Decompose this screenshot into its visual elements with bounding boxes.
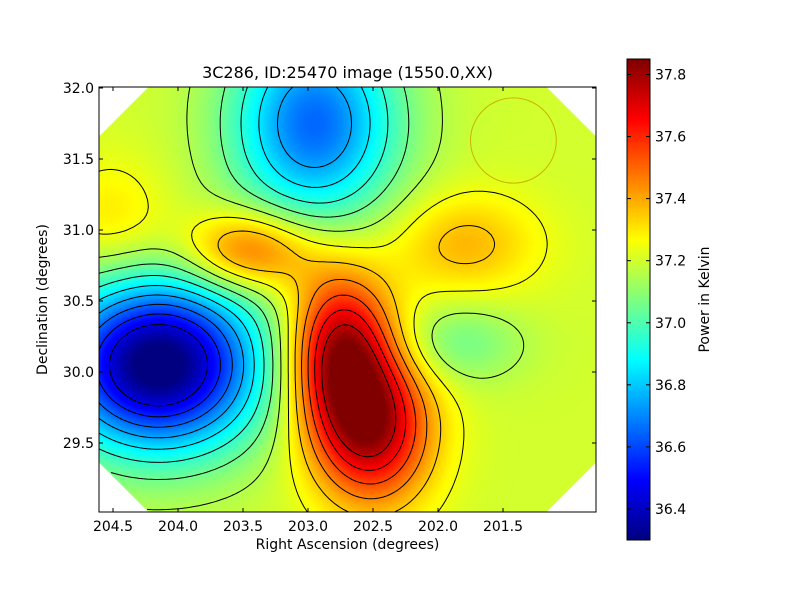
y-tick-label: 29.5: [63, 436, 94, 452]
colorbar-tick-label: 37.2: [655, 254, 686, 270]
x-tick-label: 202.5: [353, 519, 393, 535]
x-tick-label: 204.0: [158, 519, 198, 535]
contour-level-11: [307, 294, 417, 485]
colorbar-ticks: 36.4 36.6 36.8 37.0 37.2 37.4 37.6 37.8: [627, 68, 686, 518]
colorbar-tick-label: 37.4: [655, 192, 686, 208]
y-tick-label: 31.5: [63, 152, 94, 168]
x-axis: 204.5 204.0 203.5 203.0 202.5 202.0 201.5: [93, 87, 523, 535]
x-tick-label: 202.0: [418, 519, 458, 535]
colorbar: 36.4 36.6 36.8 37.0 37.2 37.4 37.6 37.8 Power i…: [626, 58, 713, 541]
y-axis-label: Declination (degrees): [35, 224, 51, 375]
colorbar-tick-label: 36.6: [655, 440, 686, 456]
contour-level-7: [99, 87, 525, 511]
y-tick-label: 30.5: [63, 294, 94, 310]
colorbar-tick-label: 36.8: [655, 378, 686, 394]
y-tick-label: 32.0: [63, 81, 94, 97]
colorbar-tick-label: 36.4: [655, 502, 686, 518]
contour-level-0: [109, 324, 208, 407]
contour-level-13: [321, 324, 397, 458]
chart-title: 3C286, ID:25470 image (1550.0,XX): [202, 63, 493, 82]
x-axis-label: Right Ascension (degrees): [256, 537, 440, 553]
beam-circle: [470, 97, 557, 184]
colorbar-tick-label: 37.6: [655, 130, 686, 146]
contour-level-8: [99, 168, 548, 512]
x-tick-label: 203.5: [223, 519, 263, 535]
y-axis: 29.5 30.0 30.5 31.0 31.5 32.0: [63, 81, 596, 452]
contour-level-2: [99, 303, 233, 428]
contour-lines: [99, 87, 548, 512]
contour-level-10: [301, 279, 428, 500]
colorbar-tick-label: 37.0: [655, 316, 686, 332]
contour-level-6: [99, 87, 410, 480]
contour-level-3: [99, 87, 352, 439]
contour-level-12: [314, 309, 407, 471]
y-tick-label: 30.0: [63, 365, 94, 381]
x-tick-label: 204.5: [93, 519, 133, 535]
contour-level-1: [99, 313, 221, 418]
contour-level-9: [217, 225, 496, 512]
beam-marker: [470, 97, 557, 184]
colorbar-frame: [626, 58, 651, 541]
colorbar-label: Power in Kelvin: [697, 246, 713, 352]
plot-frame: [98, 86, 597, 513]
plot-area: [98, 86, 597, 513]
colorbar-tick-label: 37.8: [655, 68, 686, 84]
contour-level-4: [99, 87, 371, 450]
x-tick-label: 201.5: [483, 519, 523, 535]
colorbar-gradient: [627, 59, 650, 540]
y-tick-label: 31.0: [63, 223, 94, 239]
x-tick-label: 203.0: [288, 519, 328, 535]
